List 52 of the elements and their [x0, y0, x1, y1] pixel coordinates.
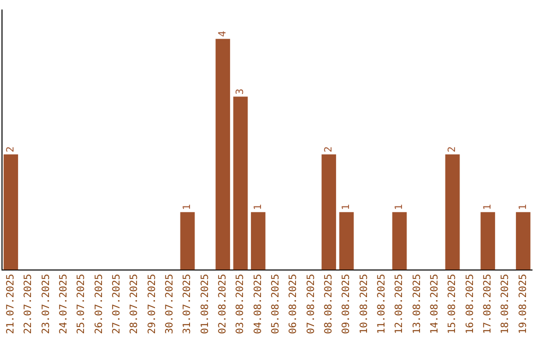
data-label: 3: [235, 88, 246, 95]
bar: [445, 154, 460, 270]
x-tick-label: 25.07.2025: [76, 274, 88, 334]
bar: [250, 212, 266, 270]
data-label: 1: [394, 204, 406, 210]
bar: [322, 154, 336, 270]
x-tick-label: 11.08.2025: [376, 274, 388, 334]
x-tick-label: 01.08.2025: [200, 274, 211, 334]
x-tick-label: 30.07.2025: [164, 274, 176, 334]
x-tick-label: 26.07.2025: [94, 274, 105, 334]
bar: [216, 38, 230, 270]
data-label: 1: [518, 204, 529, 210]
x-tick-label: 17.08.2025: [482, 274, 494, 334]
x-tick-label: 12.08.2025: [394, 274, 406, 334]
x-tick-label: 08.08.2025: [323, 274, 334, 334]
x-tick-label: 04.08.2025: [252, 274, 264, 334]
x-tick-label: 14.08.2025: [429, 274, 440, 334]
bar: [480, 212, 496, 270]
x-tick-label: 02.08.2025: [217, 274, 228, 334]
x-tick-label: 15.08.2025: [447, 274, 458, 334]
data-label: 2: [323, 146, 334, 152]
data-label: 2: [5, 146, 16, 152]
x-tick-label: 29.07.2025: [146, 274, 158, 334]
bar: [233, 96, 248, 270]
bar: [180, 212, 195, 270]
data-label: 4: [217, 30, 228, 37]
x-tick-label: 03.08.2025: [235, 274, 246, 334]
x-tick-label: 21.07.2025: [5, 274, 16, 334]
x-tick-label: 24.07.2025: [58, 274, 70, 334]
x-tick-label: 06.08.2025: [288, 274, 300, 334]
data-label: 1: [252, 204, 264, 210]
x-tick-label: 16.08.2025: [464, 274, 476, 334]
x-tick-label: 22.07.2025: [23, 274, 34, 334]
x-tick-label: 18.08.2025: [500, 274, 512, 334]
x-tick-label: 19.08.2025: [518, 274, 529, 334]
data-label: 1: [482, 204, 494, 210]
data-label: 1: [341, 204, 352, 210]
data-label: 1: [182, 204, 194, 210]
x-tick-label: 27.07.2025: [111, 274, 122, 334]
x-tick-label: 05.08.2025: [270, 274, 282, 334]
x-tick-label: 09.08.2025: [341, 274, 352, 334]
x-tick-label: 13.08.2025: [412, 274, 423, 334]
x-tick-label: 31.07.2025: [182, 274, 194, 334]
x-tick-label: 10.08.2025: [358, 274, 370, 334]
bar: [4, 154, 18, 270]
x-tick-label: 07.08.2025: [306, 274, 317, 334]
bar: [392, 212, 407, 270]
x-tick-label: 23.07.2025: [40, 274, 52, 334]
bar: [339, 212, 354, 270]
x-tick-label: 28.07.2025: [129, 274, 140, 334]
bar: [516, 212, 530, 270]
data-label: 2: [447, 146, 458, 152]
